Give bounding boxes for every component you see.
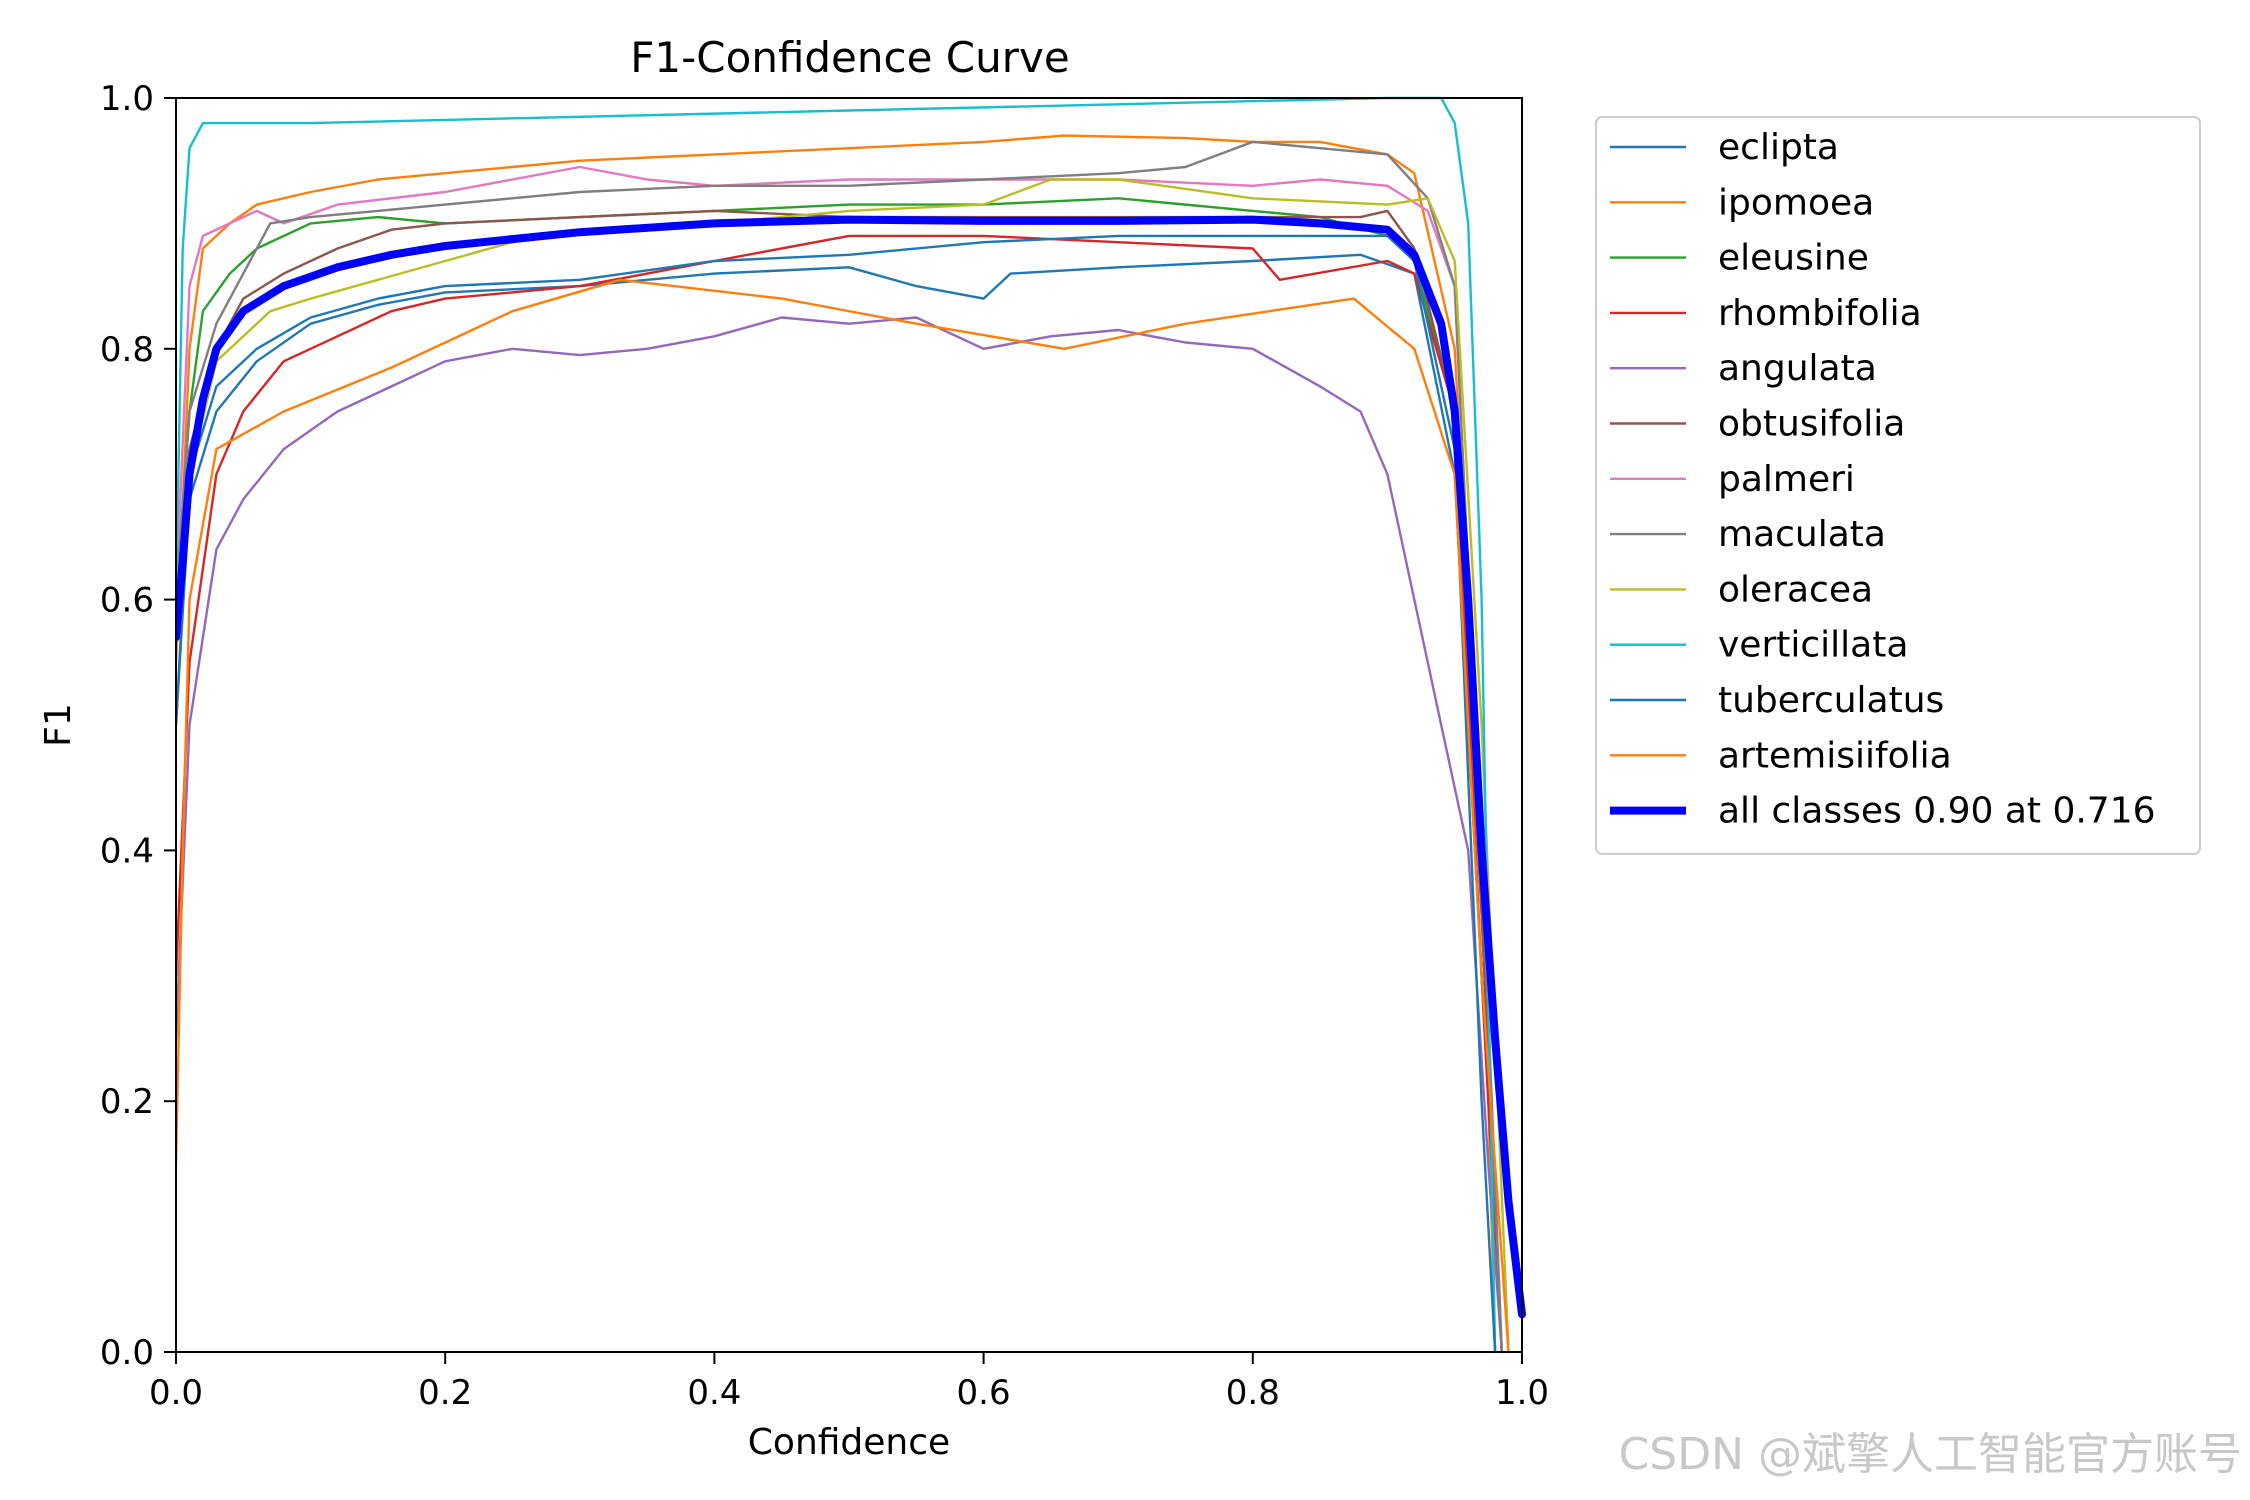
- series-line-all: [176, 215, 1526, 1319]
- series-line-angulata: [176, 316, 1503, 1354]
- y-tick-label: 1.0: [100, 79, 154, 119]
- legend-label: obtusifolia: [1718, 404, 1905, 445]
- legend-label: angulata: [1718, 348, 1877, 389]
- x-tick-label: 1.0: [1495, 1373, 1549, 1413]
- x-tick-label: 0.8: [1226, 1373, 1280, 1413]
- y-tick-label: 0.4: [100, 831, 154, 871]
- legend-label: all classes 0.90 at 0.716: [1718, 791, 2156, 832]
- legend-label: palmeri: [1718, 459, 1855, 500]
- series-line-maculata: [176, 140, 1503, 1354]
- legend-box: [1595, 116, 2201, 855]
- series-line-ipomoea: [176, 134, 1497, 1354]
- legend-label: maculata: [1718, 514, 1886, 555]
- x-tick-label: 0.4: [687, 1373, 741, 1413]
- legend-label: eclipta: [1718, 127, 1839, 168]
- x-axis-label: Confidence: [748, 1422, 950, 1463]
- axes-frame: [175, 97, 1523, 1353]
- legend-label: verticillata: [1718, 625, 1908, 666]
- legend-label: rhombifolia: [1718, 293, 1922, 334]
- y-tick-label: 0.2: [100, 1082, 154, 1122]
- watermark: CSDN @斌擎人工智能官方账号: [1618, 1429, 2242, 1480]
- y-axis-label: F1: [38, 703, 79, 747]
- series-line-tuberculatus: [176, 234, 1497, 1354]
- series-line-obtusifolia: [176, 209, 1503, 1354]
- series-line-artemisiifolia: [176, 278, 1510, 1354]
- legend-label: ipomoea: [1718, 182, 1874, 223]
- legend-label: eleusine: [1718, 238, 1869, 279]
- series-line-verticillata: [176, 96, 1497, 1354]
- x-tick-label: 0.0: [149, 1373, 203, 1413]
- legend-label: oleracea: [1718, 569, 1873, 610]
- chart-title: F1-Confidence Curve: [630, 33, 1069, 82]
- y-tick-label: 0.6: [100, 581, 154, 621]
- legend-label: artemisiifolia: [1718, 735, 1952, 776]
- legend-label: tuberculatus: [1718, 680, 1944, 721]
- x-tick-label: 0.2: [418, 1373, 472, 1413]
- y-tick-label: 0.0: [100, 1333, 154, 1373]
- x-tick-label: 0.6: [957, 1373, 1011, 1413]
- y-tick-label: 0.8: [100, 330, 154, 370]
- legend: eclipta ipomoea eleusine rhombifolia angulat…: [1595, 116, 2201, 855]
